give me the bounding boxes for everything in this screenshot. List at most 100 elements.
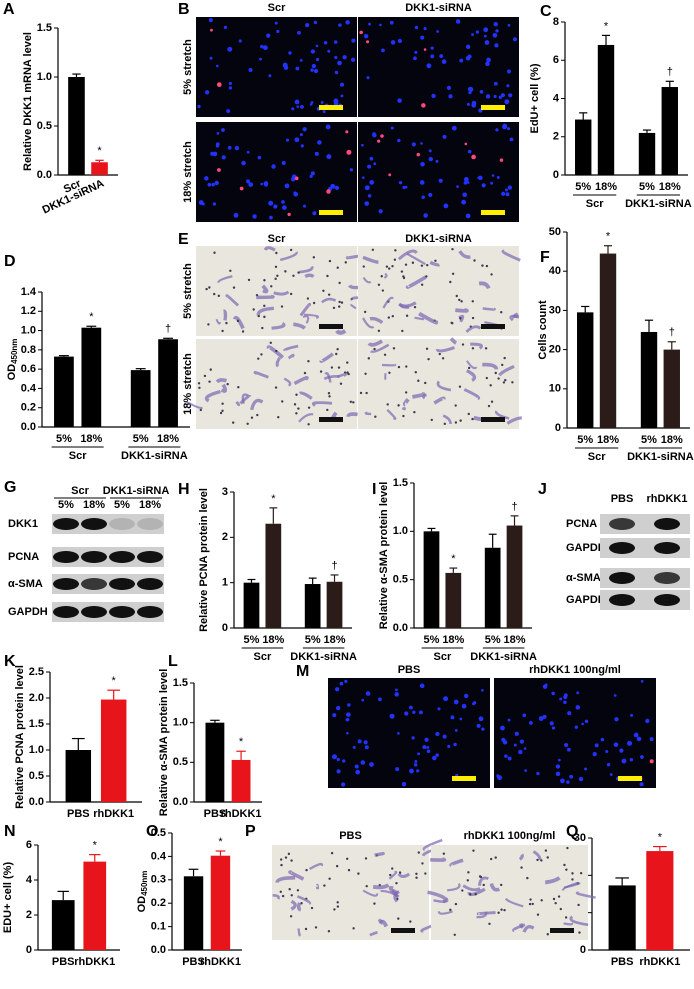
x-tick-label: rhDKK1 <box>221 808 262 820</box>
scale-bar <box>618 776 642 781</box>
cell-dot <box>441 357 445 360</box>
cell-dot <box>484 347 488 350</box>
cell <box>266 345 284 359</box>
nucleus <box>555 764 561 769</box>
cell-dot <box>347 868 351 872</box>
nucleus <box>363 740 368 745</box>
nucleus <box>485 61 490 67</box>
cell <box>304 273 315 279</box>
nucleus <box>337 60 342 66</box>
cell-dot <box>425 275 428 278</box>
nucleus <box>217 168 221 172</box>
y-tick-label: 0.0 <box>173 796 188 808</box>
nucleus <box>613 742 619 747</box>
cell-dot <box>497 377 500 380</box>
cell-dot <box>256 413 259 417</box>
nucleus <box>333 40 338 44</box>
cell-dot <box>281 400 284 403</box>
cell <box>256 306 274 316</box>
cell-dot <box>346 361 349 364</box>
cell-dot <box>322 289 325 292</box>
x-tick-label: 5% <box>305 634 321 646</box>
bar <box>326 581 343 628</box>
nucleus <box>453 699 459 705</box>
cell-dot <box>336 348 339 351</box>
x-tick-label: PBS <box>204 808 227 820</box>
cell-dot <box>451 322 454 325</box>
cell-dot <box>280 863 283 867</box>
nucleus <box>426 63 432 69</box>
nucleus <box>248 67 253 73</box>
y-tick-label: 0 <box>555 422 561 434</box>
blot-band <box>654 594 680 606</box>
panel-letter: I <box>372 481 376 498</box>
cell-dot <box>213 251 216 254</box>
bar <box>205 722 225 802</box>
nucleus <box>340 82 345 87</box>
cell-dot <box>474 893 477 896</box>
cell <box>319 352 334 363</box>
nucleus <box>297 30 301 35</box>
nucleus <box>461 703 467 709</box>
row-label: 18% stretch <box>182 141 194 203</box>
nucleus <box>606 763 611 767</box>
nucleus <box>367 164 372 169</box>
nucleus <box>281 200 285 204</box>
cell-dot <box>307 360 310 363</box>
scale-bar <box>319 210 343 215</box>
bar <box>265 523 282 628</box>
annotation: * <box>451 553 456 565</box>
blot-strip <box>52 514 164 534</box>
nucleus <box>507 23 511 27</box>
blot-band <box>137 518 163 530</box>
y-tick-label: 2.5 <box>29 666 44 678</box>
nucleus <box>645 718 650 724</box>
cell-dot <box>489 384 492 387</box>
column-header: PBS <box>339 830 362 842</box>
cell <box>518 853 524 861</box>
cell-dot <box>277 416 280 419</box>
y-axis-label: OD450nm <box>136 871 149 913</box>
nucleus <box>468 90 472 95</box>
x-tick-label: 5% <box>485 634 501 646</box>
nucleus <box>542 714 547 719</box>
row-label: 5% stretch <box>182 263 194 319</box>
y-tick-label: 50 <box>549 226 561 238</box>
blot-band <box>654 572 680 584</box>
bar <box>304 584 321 628</box>
x-tick-label: 18% <box>597 434 619 446</box>
cell-dot <box>381 289 385 292</box>
nucleus <box>498 95 503 99</box>
cell-dot <box>330 851 334 855</box>
y-tick-label: 0 <box>222 622 228 634</box>
nucleus <box>412 710 416 714</box>
nucleus <box>204 176 209 181</box>
nucleus <box>455 19 461 24</box>
nucleus <box>339 681 344 686</box>
lane-label: rhDKK1 <box>647 493 688 505</box>
cell-dot <box>337 366 341 369</box>
cell-dot <box>385 265 389 268</box>
nucleus <box>421 103 426 108</box>
lane-label: 18% <box>139 499 161 511</box>
micrograph <box>358 17 519 117</box>
cell <box>449 337 458 345</box>
nucleus <box>346 731 349 735</box>
cell-dot <box>287 852 291 856</box>
cell <box>362 255 379 264</box>
nucleus <box>451 125 457 131</box>
nucleus <box>345 20 350 25</box>
cell-dot <box>458 298 461 302</box>
bar <box>65 750 92 802</box>
cell <box>290 899 297 911</box>
cell-dot <box>295 412 298 415</box>
cell-dot <box>328 877 331 880</box>
bar <box>158 339 178 427</box>
nucleus <box>369 156 374 161</box>
nucleus <box>271 164 276 169</box>
nucleus <box>401 782 407 787</box>
panel-letter: G <box>4 479 16 496</box>
cell-dot <box>333 908 336 911</box>
nucleus <box>269 215 273 220</box>
cell <box>397 872 411 879</box>
